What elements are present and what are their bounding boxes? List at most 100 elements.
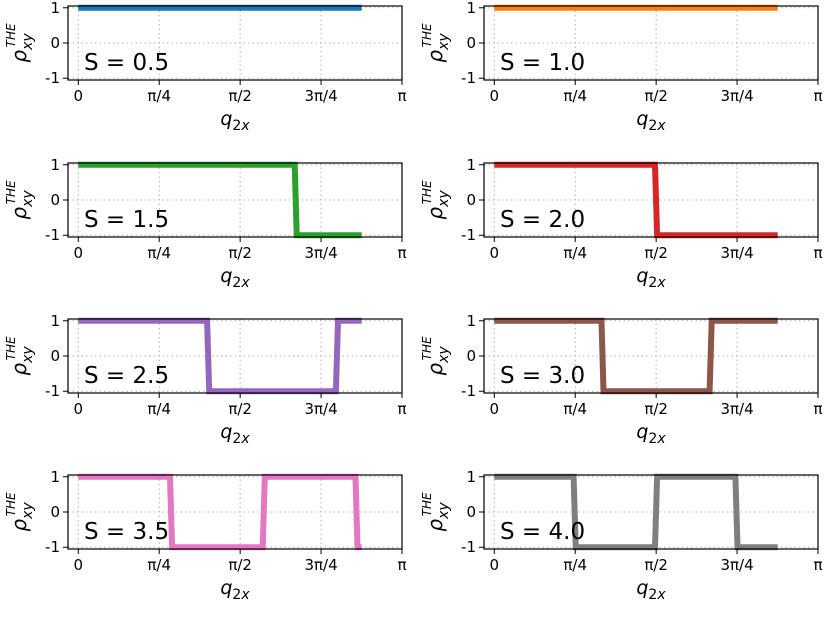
x-tick-label: 0	[490, 244, 500, 262]
x-tick-label: 3π/4	[720, 244, 753, 262]
x-tick-label: 3π/4	[304, 87, 337, 105]
x-tick-label: π/2	[228, 556, 252, 574]
y-axis-label: ρxyTHE	[420, 23, 452, 63]
y-tick-label: -1	[45, 538, 60, 556]
y-tick-label: -1	[45, 226, 60, 244]
y-tick-label: 0	[466, 191, 476, 209]
y-tick-label: -1	[461, 69, 476, 87]
x-tick-label: π/4	[563, 400, 587, 418]
panel-annotation: S = 0.5	[84, 50, 169, 76]
panel-annotation: S = 1.5	[84, 207, 169, 233]
y-tick-label: -1	[45, 69, 60, 87]
x-axis-label: q2x	[220, 265, 250, 291]
y-axis-label: ρxyTHE	[4, 336, 36, 376]
panel-2: 0 π/4 π/2 3π/4 π -1 0 1 q2x ρxyTHE S = 1.0	[420, 0, 823, 134]
x-tick-label: 0	[74, 87, 84, 105]
x-tick-label: 0	[490, 87, 500, 105]
x-tick-label: π/4	[147, 400, 171, 418]
y-axis-label: ρxyTHE	[4, 492, 36, 532]
x-tick-label: π/2	[228, 87, 252, 105]
x-axis-label: q2x	[636, 108, 666, 134]
x-tick-label: π	[813, 556, 822, 574]
y-tick-label: 1	[50, 312, 60, 330]
x-tick-label: 0	[74, 556, 84, 574]
panel-5: 0 π/4 π/2 3π/4 π -1 0 1 q2x ρxyTHE S = 2.5	[4, 312, 407, 447]
y-axis-label: ρxyTHE	[420, 492, 452, 532]
y-tick-label: 1	[50, 156, 60, 174]
x-tick-label: 3π/4	[720, 87, 753, 105]
x-tick-label: 3π/4	[304, 556, 337, 574]
x-axis-label: q2x	[636, 265, 666, 291]
x-tick-label: π/2	[228, 244, 252, 262]
y-tick-label: 1	[466, 468, 476, 486]
panel-1: 0 π/4 π/2 3π/4 π -1 0 1 q2x ρxyTHE S = 0.5	[4, 0, 407, 134]
x-tick-label: 0	[490, 400, 500, 418]
panel-7: 0 π/4 π/2 3π/4 π -1 0 1 q2x ρxyTHE S = 3.5	[4, 468, 407, 603]
y-tick-label: 0	[50, 191, 60, 209]
y-tick-label: 1	[50, 0, 60, 17]
y-tick-label: -1	[461, 538, 476, 556]
x-tick-label: 0	[74, 400, 84, 418]
x-tick-label: 0	[74, 244, 84, 262]
y-tick-label: -1	[45, 382, 60, 400]
x-tick-label: π	[397, 87, 406, 105]
x-tick-label: π/4	[147, 87, 171, 105]
x-axis-label: q2x	[220, 421, 250, 447]
x-tick-label: π/2	[644, 556, 668, 574]
x-tick-label: π/4	[147, 556, 171, 574]
x-tick-label: π	[813, 244, 822, 262]
y-tick-label: 0	[50, 347, 60, 365]
x-tick-label: 3π/4	[304, 244, 337, 262]
x-axis-label: q2x	[636, 421, 666, 447]
series-line	[78, 161, 362, 239]
panel-annotation: S = 3.5	[84, 519, 169, 545]
x-axis-label: q2x	[220, 577, 250, 603]
x-tick-label: π	[397, 400, 406, 418]
series-line	[494, 473, 778, 551]
x-tick-label: π	[813, 87, 822, 105]
y-tick-label: 1	[50, 468, 60, 486]
x-axis-label: q2x	[636, 577, 666, 603]
panel-annotation: S = 1.0	[500, 50, 585, 76]
x-tick-label: π/4	[563, 556, 587, 574]
x-tick-label: π/2	[644, 87, 668, 105]
x-tick-label: 3π/4	[720, 556, 753, 574]
y-tick-label: -1	[461, 382, 476, 400]
panel-3: 0 π/4 π/2 3π/4 π -1 0 1 q2x ρxyTHE S = 1.5	[4, 156, 407, 291]
panel-annotation: S = 4.0	[500, 519, 585, 545]
y-axis-label: ρxyTHE	[4, 23, 36, 63]
x-tick-label: π/2	[644, 244, 668, 262]
series-line	[494, 161, 778, 239]
y-tick-label: 1	[466, 156, 476, 174]
y-tick-label: -1	[461, 226, 476, 244]
x-tick-label: π	[397, 556, 406, 574]
y-axis-label: ρxyTHE	[420, 336, 452, 376]
panel-annotation: S = 2.5	[84, 363, 169, 389]
series-line	[78, 317, 362, 395]
y-tick-label: 0	[50, 34, 60, 52]
y-tick-label: 0	[466, 34, 476, 52]
x-tick-label: π/4	[563, 87, 587, 105]
panel-4: 0 π/4 π/2 3π/4 π -1 0 1 q2x ρxyTHE S = 2.0	[420, 156, 823, 291]
y-tick-label: 0	[50, 503, 60, 521]
panel-8: 0 π/4 π/2 3π/4 π -1 0 1 q2x ρxyTHE S = 4.0	[420, 468, 823, 603]
y-tick-label: 1	[466, 0, 476, 17]
y-axis-label: ρxyTHE	[4, 180, 36, 220]
x-tick-label: π/4	[147, 244, 171, 262]
panel-annotation: S = 2.0	[500, 207, 585, 233]
series-line	[78, 473, 362, 551]
x-tick-label: π/2	[644, 400, 668, 418]
x-tick-label: π/2	[228, 400, 252, 418]
y-axis-label: ρxyTHE	[420, 180, 452, 220]
x-axis-label: q2x	[220, 108, 250, 134]
x-tick-label: 3π/4	[720, 400, 753, 418]
y-tick-label: 0	[466, 347, 476, 365]
panel-annotation: S = 3.0	[500, 363, 585, 389]
x-tick-label: π	[397, 244, 406, 262]
panel-6: 0 π/4 π/2 3π/4 π -1 0 1 q2x ρxyTHE S = 3.0	[420, 312, 823, 447]
series-line	[494, 317, 778, 395]
y-tick-label: 1	[466, 312, 476, 330]
x-tick-label: π/4	[563, 244, 587, 262]
x-tick-label: 0	[490, 556, 500, 574]
